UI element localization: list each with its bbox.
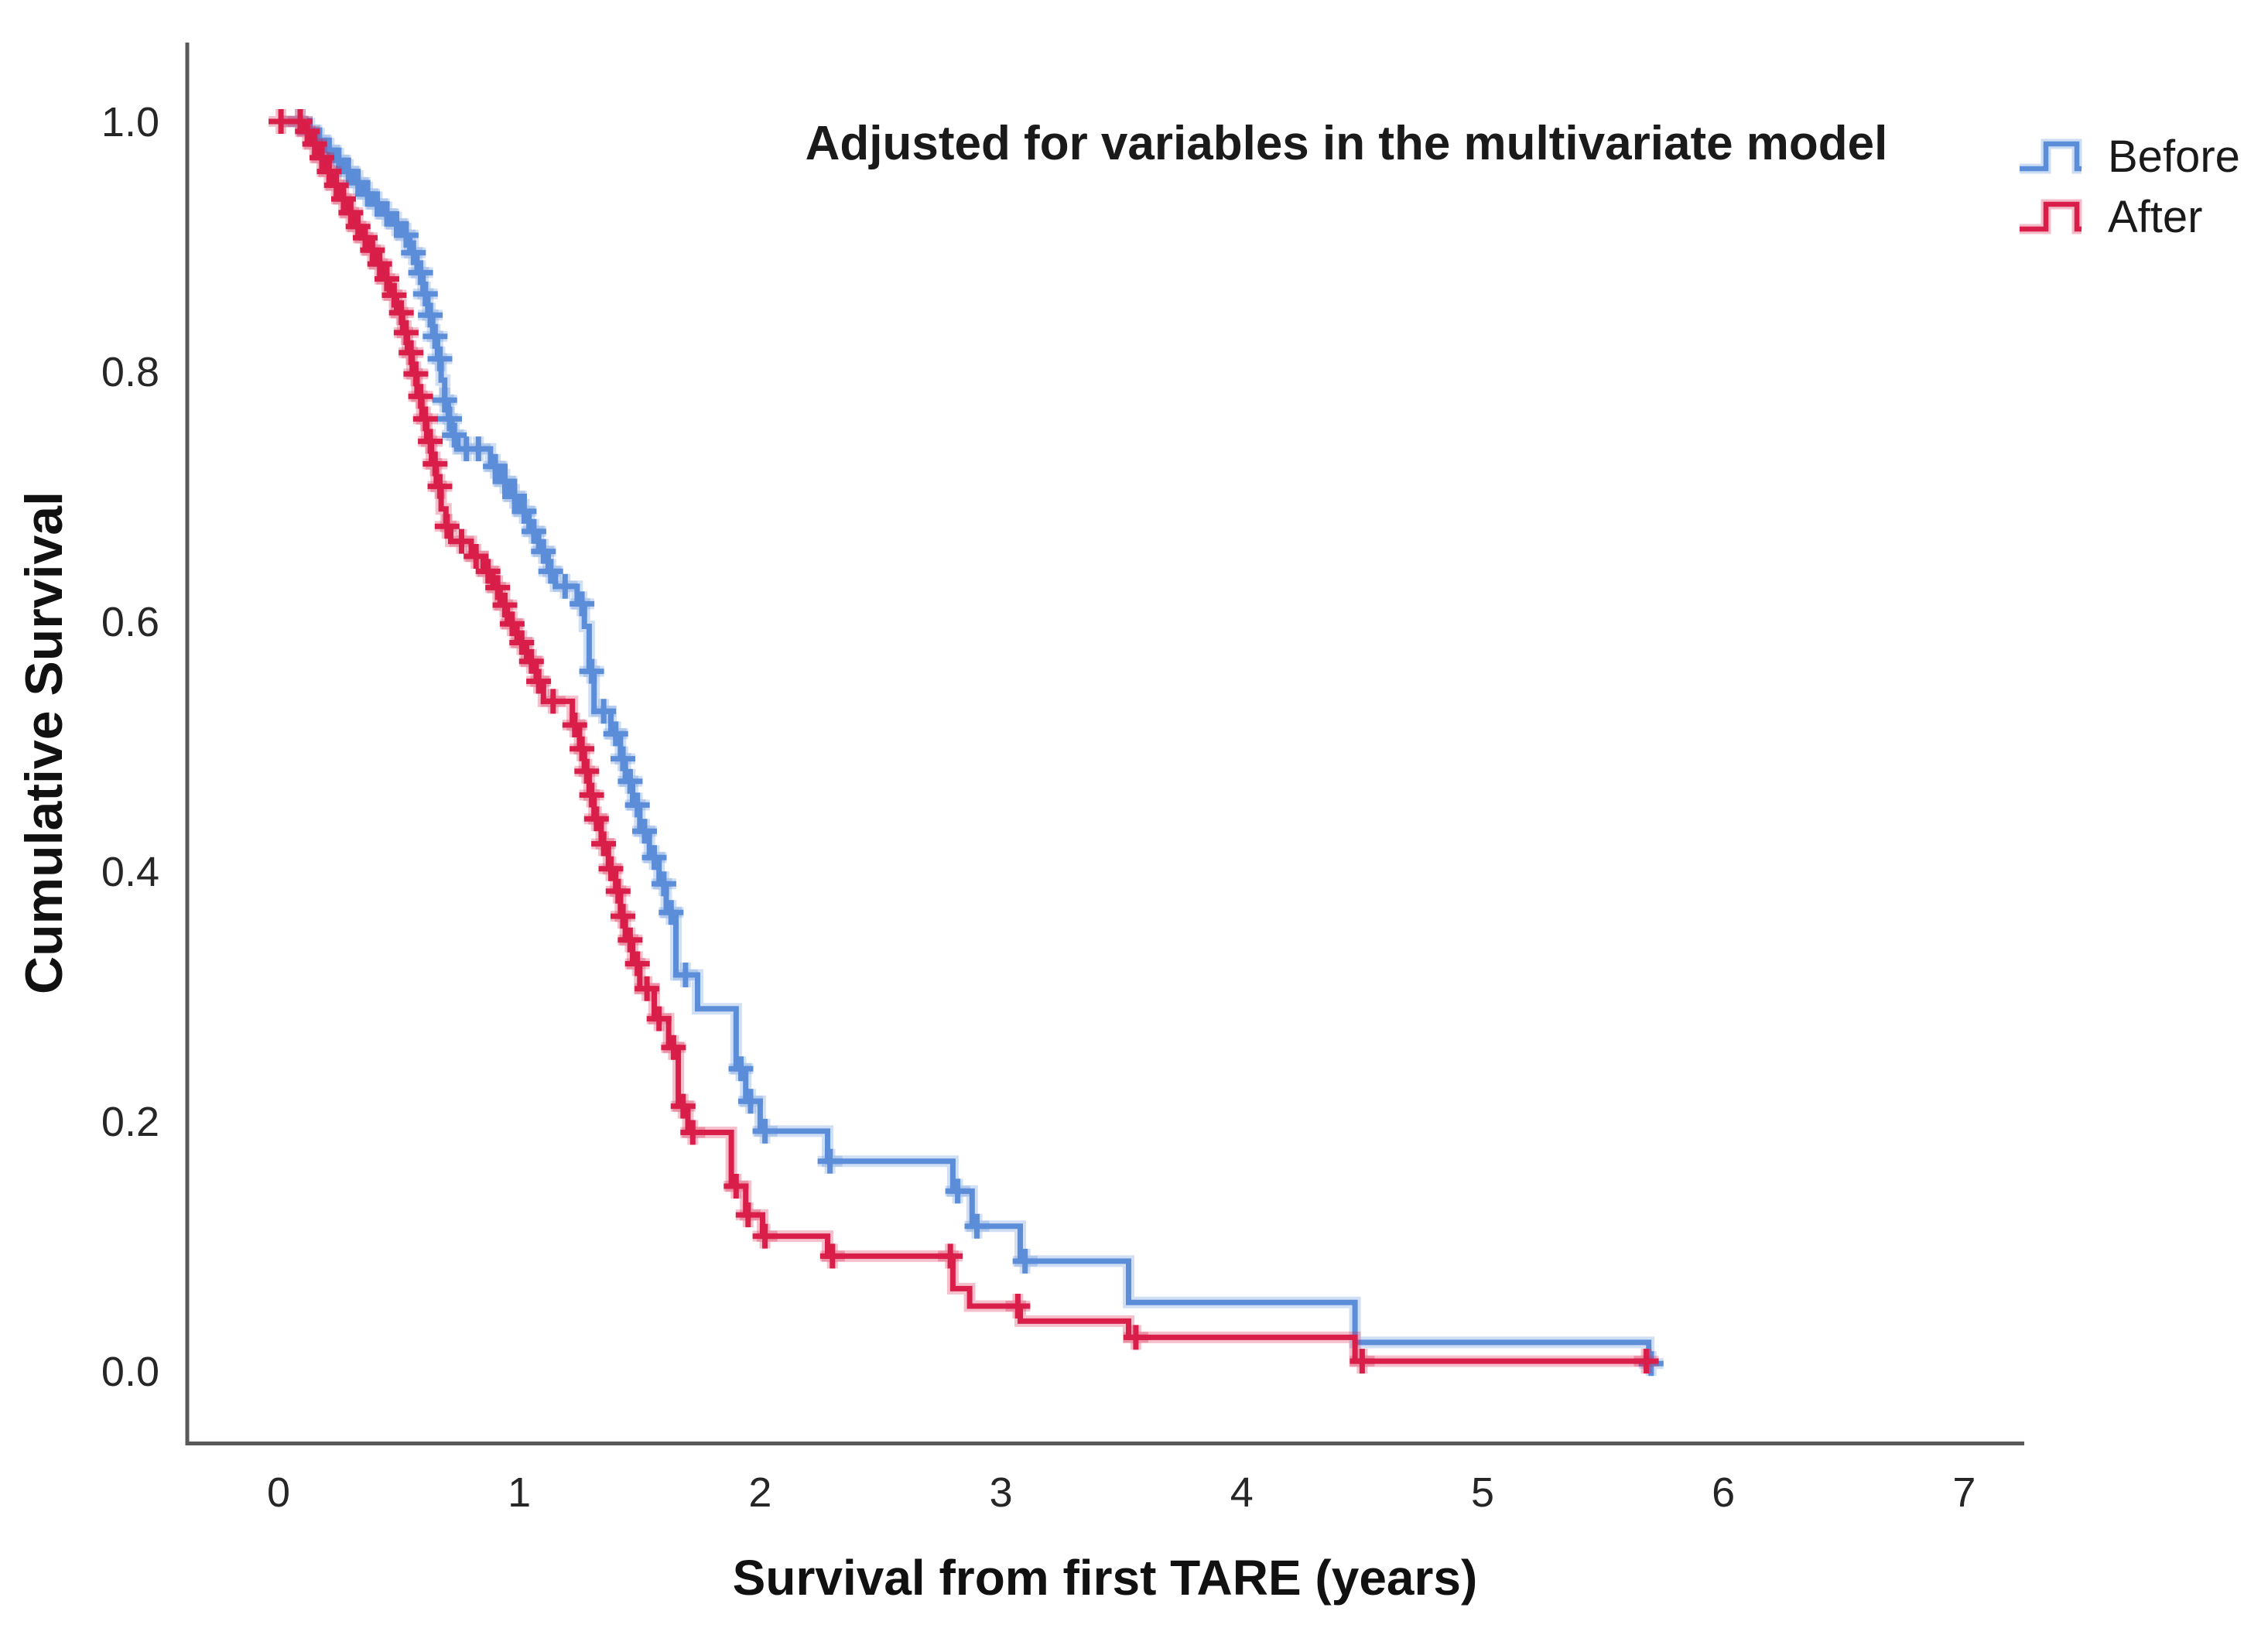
x-axis-title: Survival from first TARE (years): [732, 1550, 1478, 1606]
legend-label-after: After: [2108, 192, 2203, 242]
y-tick-label: 1.0: [101, 99, 159, 145]
y-axis-title: Cumulative Survival: [15, 491, 74, 995]
x-tick-label: 0: [267, 1469, 290, 1516]
axes: [185, 43, 2024, 1445]
x-tick-label: 2: [748, 1469, 771, 1516]
after-censor-marks: [269, 109, 1659, 1374]
x-tick-label: 1: [508, 1469, 531, 1516]
y-tick-label: 0.4: [101, 849, 159, 895]
y-tick-label: 0.2: [101, 1099, 159, 1145]
x-tick-label: 4: [1230, 1469, 1254, 1516]
x-tick-label: 5: [1471, 1469, 1494, 1516]
y-tick-label: 0.8: [101, 349, 159, 395]
legend: Before After: [2018, 130, 2240, 245]
after-censor-marks-halo: [269, 109, 1659, 1374]
legend-label-before: Before: [2108, 132, 2240, 182]
y-tick-label: 0.0: [101, 1349, 159, 1395]
survival-curves: [269, 109, 1664, 1377]
after-curve-halo: [279, 115, 1651, 1367]
before-step-line-icon: [2020, 139, 2082, 174]
before-curve-halo: [279, 115, 1655, 1370]
x-tick-label: 6: [1712, 1469, 1735, 1516]
legend-item-after: After: [2018, 190, 2240, 245]
x-tick-label: 7: [1952, 1469, 1976, 1516]
x-tick-label: 3: [990, 1469, 1013, 1516]
legend-item-before: Before: [2018, 130, 2240, 184]
before-curve: [279, 118, 1654, 1366]
tick-labels: 1.0 0.8 0.6 0.4 0.2 0.0 0 1 2 3 4 5 6 7: [101, 99, 1976, 1516]
chart-title: Adjusted for variables in the multivaria…: [805, 117, 1888, 170]
y-tick-label: 0.6: [101, 599, 159, 645]
after-step-line-icon: [2020, 199, 2082, 234]
axis-lines: [185, 43, 2024, 1445]
after-curve: [279, 118, 1651, 1364]
